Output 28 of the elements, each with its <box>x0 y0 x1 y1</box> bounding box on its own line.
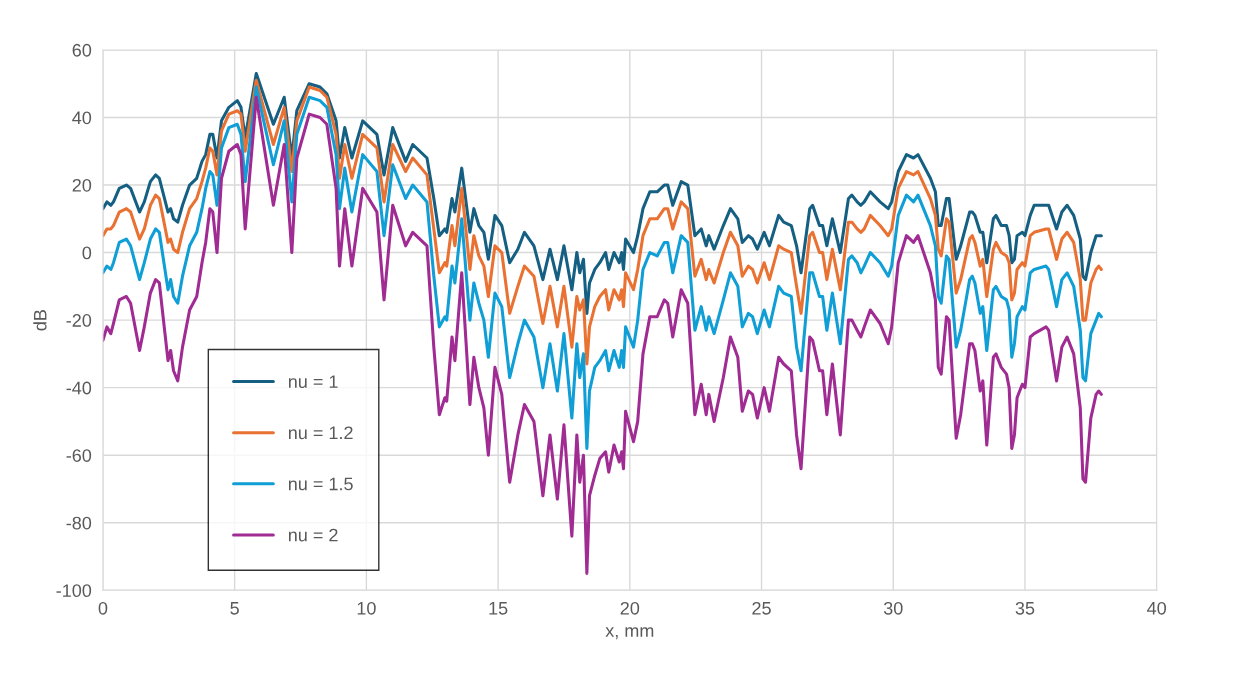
x-tick-label: 5 <box>230 602 239 615</box>
legend-label: nu = 1.5 <box>288 477 353 491</box>
x-tick-label: 10 <box>357 601 376 615</box>
y-tick-label: -20 <box>66 314 92 327</box>
x-tick-label: 25 <box>752 601 771 615</box>
x-tick-label: 40 <box>1147 601 1167 615</box>
line-series <box>102 78 1103 366</box>
y-tick-label: -80 <box>66 516 92 530</box>
x-tick-label: 30 <box>883 601 903 615</box>
x-axis-title: x, mm <box>605 627 654 640</box>
x-tick-label: 35 <box>1015 601 1035 615</box>
legend-label: nu = 1.2 <box>288 426 353 440</box>
x-tick-label: 15 <box>489 602 508 615</box>
y-tick-label: 0 <box>82 246 92 260</box>
line-series <box>102 95 1103 575</box>
x-tick-label: 0 <box>98 601 108 615</box>
y-tick-label: -100 <box>56 584 92 598</box>
line-series <box>102 72 1103 315</box>
legend-label: nu = 1 <box>288 375 338 389</box>
y-tick-label: 20 <box>72 178 92 192</box>
y-axis-title: dB <box>33 310 47 331</box>
x-tick-label: 20 <box>620 601 640 615</box>
y-tick-label: 40 <box>72 111 92 125</box>
y-tick-label: 60 <box>72 43 92 57</box>
y-tick-label: -40 <box>66 381 92 395</box>
legend-label: nu = 2 <box>288 528 338 542</box>
y-tick-label: -60 <box>66 449 92 462</box>
line-series <box>102 85 1103 450</box>
